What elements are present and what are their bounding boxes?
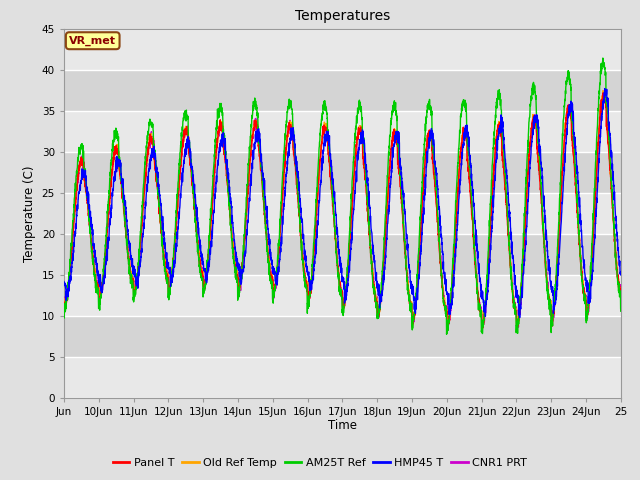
Bar — [64, 275, 621, 316]
Legend: Panel T, Old Ref Temp, AM25T Ref, HMP45 T, CNR1 PRT: Panel T, Old Ref Temp, AM25T Ref, HMP45 … — [108, 453, 532, 472]
Bar — [64, 234, 621, 275]
Bar — [64, 29, 621, 70]
X-axis label: Time: Time — [328, 419, 357, 432]
Bar — [64, 357, 621, 398]
Bar — [64, 193, 621, 234]
Bar — [64, 152, 621, 193]
Bar — [64, 70, 621, 111]
Bar — [64, 111, 621, 152]
Text: VR_met: VR_met — [69, 36, 116, 46]
Title: Temperatures: Temperatures — [295, 10, 390, 24]
Y-axis label: Temperature (C): Temperature (C) — [23, 165, 36, 262]
Bar — [64, 316, 621, 357]
